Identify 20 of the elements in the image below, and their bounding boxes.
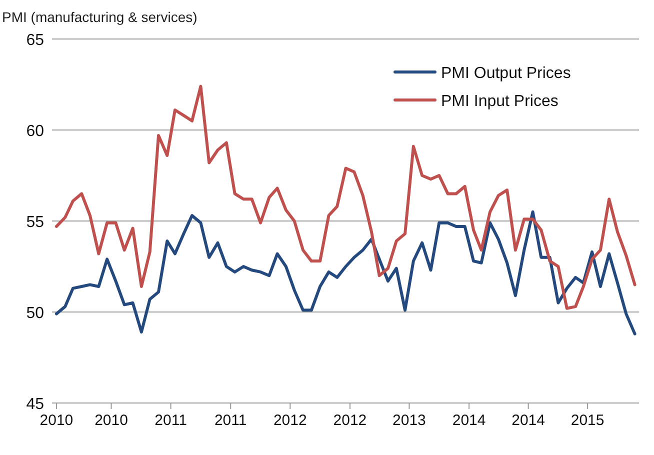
- x-tick-label: 2011: [214, 412, 247, 429]
- x-tick-label: 2015: [570, 412, 604, 429]
- legend-label: PMI Input Prices: [441, 93, 558, 110]
- y-tick-label: 50: [26, 305, 44, 322]
- y-tick-label: 45: [26, 396, 44, 413]
- legend-label: PMI Output Prices: [441, 65, 571, 82]
- y-axis-title: PMI (manufacturing & services): [2, 9, 198, 25]
- x-tick-label: 2013: [392, 412, 426, 429]
- x-tick-label: 2012: [333, 412, 367, 429]
- y-tick-label: 55: [26, 214, 44, 231]
- x-tick-label: 2012: [273, 412, 307, 429]
- y-tick-label: 60: [26, 123, 44, 140]
- x-tick-label: 2011: [154, 412, 187, 429]
- x-tick-label: 2014: [452, 412, 486, 429]
- y-tick-label: 65: [26, 32, 44, 49]
- line-series: [54, 84, 636, 310]
- x-tick-label: 2010: [40, 412, 74, 429]
- x-tick-label: 2010: [94, 412, 128, 429]
- line-series: [54, 210, 636, 336]
- x-tick-label: 2014: [512, 412, 545, 429]
